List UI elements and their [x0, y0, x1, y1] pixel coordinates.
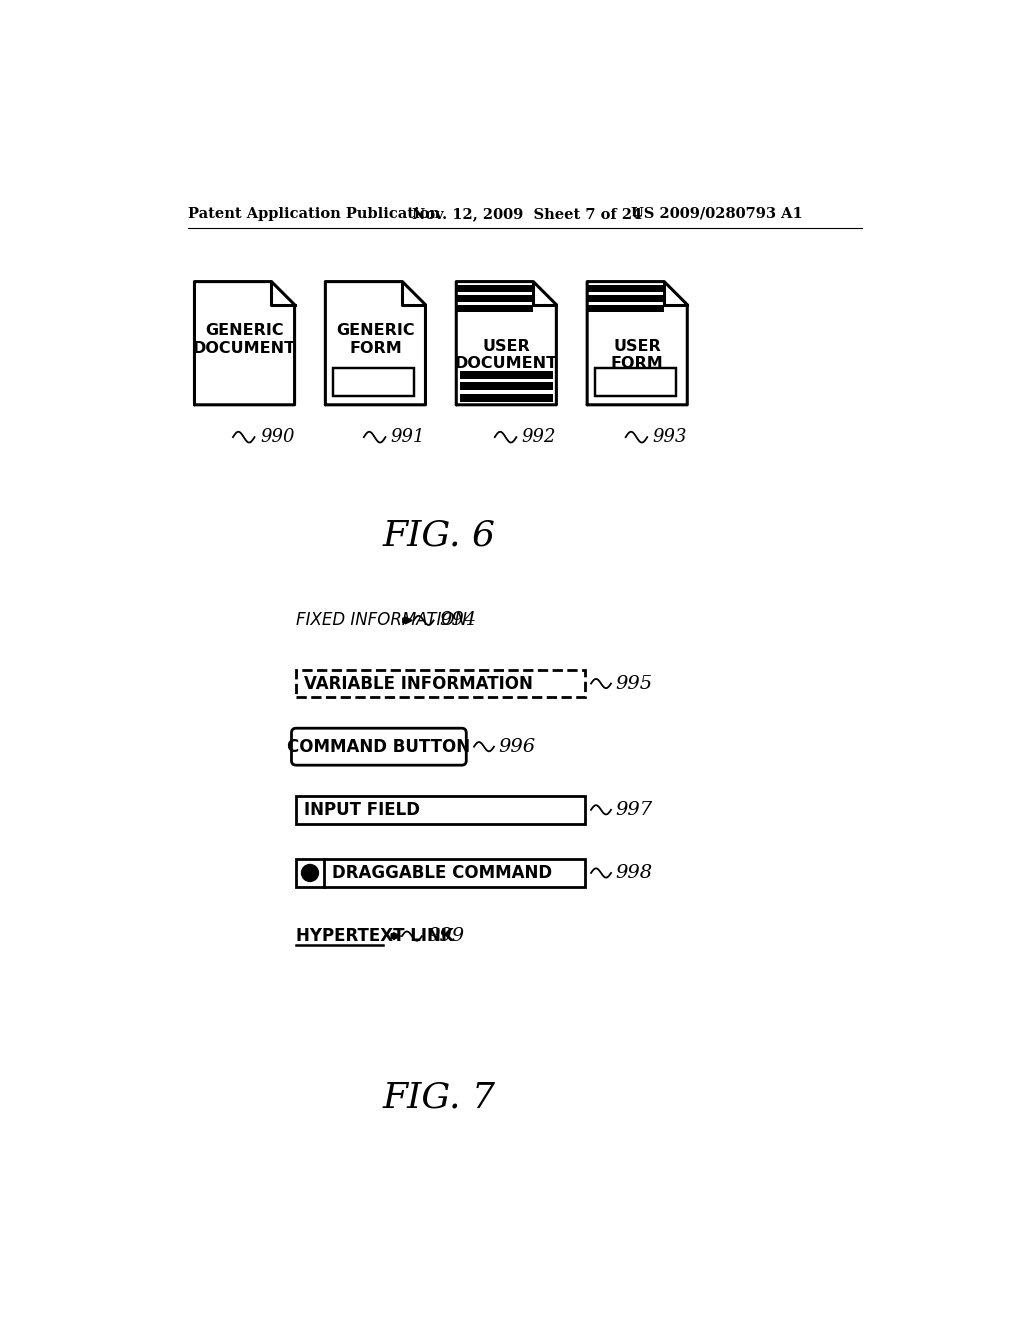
Text: DRAGGABLE COMMAND: DRAGGABLE COMMAND [332, 865, 552, 882]
Text: USER
DOCUMENT: USER DOCUMENT [455, 338, 558, 371]
Text: GENERIC
FORM: GENERIC FORM [336, 323, 415, 355]
Text: FIG. 7: FIG. 7 [382, 1081, 495, 1115]
Text: 991: 991 [391, 428, 425, 446]
Bar [460, 383, 553, 391]
Text: 993: 993 [652, 428, 687, 446]
Text: VARIABLE INFORMATION: VARIABLE INFORMATION [304, 675, 532, 693]
FancyBboxPatch shape [292, 729, 466, 766]
Text: FIG. 6: FIG. 6 [382, 519, 495, 553]
Bar [587, 285, 665, 293]
Text: 994: 994 [439, 611, 476, 630]
Text: USER
FORM: USER FORM [611, 338, 664, 371]
Bar [587, 305, 665, 313]
Text: 998: 998 [615, 865, 652, 882]
Text: Nov. 12, 2009  Sheet 7 of 24: Nov. 12, 2009 Sheet 7 of 24 [412, 207, 642, 220]
Text: US 2009/0280793 A1: US 2009/0280793 A1 [631, 207, 803, 220]
Text: INPUT FIELD: INPUT FIELD [304, 801, 420, 818]
Bar [595, 368, 676, 396]
Bar [460, 371, 553, 379]
FancyArrow shape [402, 616, 412, 624]
Bar [296, 859, 585, 887]
Text: 990: 990 [260, 428, 295, 446]
Text: 992: 992 [521, 428, 556, 446]
Text: 996: 996 [499, 738, 536, 755]
Text: 999: 999 [427, 927, 465, 945]
Bar [460, 393, 553, 401]
Text: 995: 995 [615, 675, 652, 693]
Circle shape [301, 865, 318, 882]
Text: GENERIC
DOCUMENT: GENERIC DOCUMENT [193, 323, 296, 355]
Bar [296, 669, 585, 697]
Text: COMMAND BUTTON: COMMAND BUTTON [288, 738, 470, 755]
Text: FIXED INFORMATION: FIXED INFORMATION [296, 611, 467, 630]
Bar [457, 294, 534, 302]
Bar [333, 368, 414, 396]
Text: HYPERTEXT LINK: HYPERTEXT LINK [296, 927, 454, 945]
Bar [457, 305, 534, 313]
Bar [296, 796, 585, 824]
Text: Patent Application Publication: Patent Application Publication [188, 207, 440, 220]
Bar [457, 285, 534, 293]
Bar [587, 294, 665, 302]
Text: 997: 997 [615, 801, 652, 818]
FancyArrow shape [391, 933, 400, 940]
